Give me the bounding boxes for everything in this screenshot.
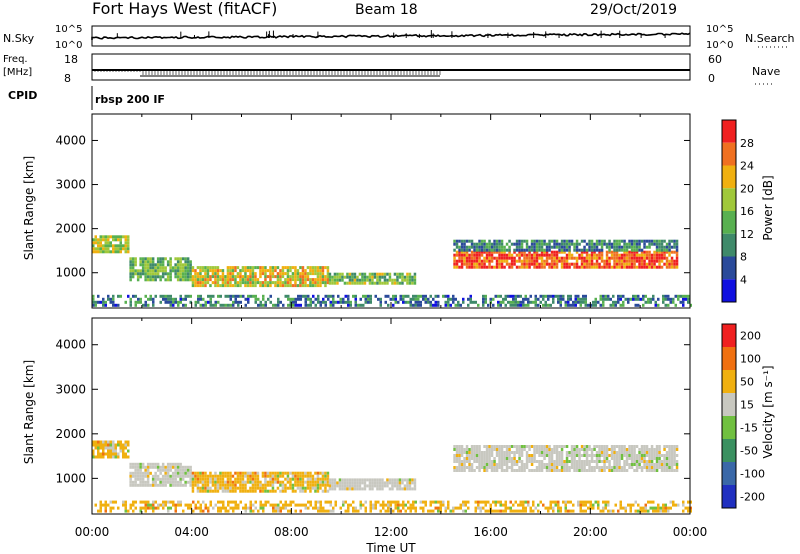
colorbar-swatch (722, 393, 736, 416)
colorbar-tick-label: 8 (740, 251, 747, 264)
colorbar-swatch (722, 211, 736, 234)
echo-region-5 (94, 500, 692, 513)
x-tick-label: 04:00 (174, 525, 209, 539)
colorbar-swatch (722, 256, 736, 280)
echo-region-1 (129, 462, 192, 487)
echo-region-4 (453, 250, 679, 269)
colorbar-tick-label: 4 (740, 273, 747, 286)
power-panel: 1000 2000 3000 4000 (55, 113, 692, 309)
colorbar-tick-label: 12 (740, 228, 754, 241)
colorbar-swatch (722, 416, 736, 439)
x-tick-label: 08:00 (274, 525, 309, 539)
freq-trace (91, 69, 690, 77)
echo-region-1 (129, 257, 192, 282)
colorbar-swatch (722, 279, 736, 302)
colorbar-swatch (722, 120, 736, 143)
colorbar-swatch (722, 165, 736, 189)
noise-tick-right-bottom: 10^0 (706, 40, 733, 51)
echo-region-5 (453, 239, 679, 252)
y-tick-label: 4000 (55, 133, 86, 147)
power-colorbar: 4 8 12 16 20 24 28 (721, 119, 754, 303)
beam-title: Beam 18 (355, 2, 418, 18)
cpid-value: rbsp 200 IF (95, 93, 165, 106)
y-tick-label: 3000 (55, 382, 86, 396)
colorbar-swatch (722, 370, 736, 393)
echo-region-3 (328, 272, 417, 285)
velocity-colorbar: 200 100 50 15 -15 -50 -100 -200 (721, 323, 765, 509)
noise-tick-right-top: 10^5 (706, 24, 733, 35)
colorbar-swatch (722, 188, 736, 211)
colorbar-tick-label: 15 (740, 399, 754, 412)
echo-region-0 (92, 440, 130, 459)
velocity-cbar-label: Velocity [m s⁻¹] (761, 365, 775, 458)
colorbar-tick-label: -50 (740, 445, 758, 458)
colorbar-tick-label: -15 (740, 422, 758, 435)
colorbar-swatch (722, 142, 736, 166)
colorbar-swatch (722, 347, 736, 370)
velocity-panel: 1000 2000 3000 4000 (55, 317, 692, 515)
colorbar-frame (721, 323, 737, 509)
y-tick-label: 2000 (55, 222, 86, 236)
echo-region-4 (453, 445, 679, 472)
time-axis: 00:00 04:00 08:00 12:00 16:00 20:00 00:00 (75, 525, 708, 539)
nave-tick-bottom: 0 (708, 72, 715, 85)
x-tick-label: 16:00 (473, 525, 508, 539)
colorbar-tick-label: -100 (740, 468, 765, 481)
y-tick-label: 1000 (55, 266, 86, 280)
nsky-label: N.Sky (3, 32, 35, 45)
colorbar-frame (721, 119, 737, 303)
colorbar-tick-label: -200 (740, 491, 765, 504)
power-cbar-label: Power [dB] (761, 175, 775, 240)
date-title: 29/Oct/2019 (590, 2, 677, 18)
noise-tick-left-bottom: 10^0 (55, 40, 82, 51)
colorbar-tick-label: 200 (740, 330, 761, 343)
freq-label-1: Freq. (3, 54, 28, 65)
colorbar-swatch (722, 462, 736, 485)
echo-region-2 (191, 266, 330, 288)
nsearch-label: N.Search (745, 32, 795, 45)
echo-region-3 (328, 478, 417, 491)
colorbar-tick-label: 24 (740, 160, 754, 173)
colorbar-tick-label: 50 (740, 376, 754, 389)
power-ylabel: Slant Range [km] (22, 156, 36, 260)
y-tick-label: 4000 (55, 338, 86, 352)
time-xlabel: Time UT (365, 541, 416, 554)
x-tick-label: 20:00 (573, 525, 608, 539)
echo-region-6 (92, 294, 692, 307)
colorbar-tick-label: 28 (740, 137, 754, 150)
nave-label: Nave (752, 65, 780, 78)
x-tick-label: 12:00 (374, 525, 409, 539)
colorbar-tick-label: 16 (740, 205, 754, 218)
colorbar-swatch (722, 439, 736, 462)
colorbar-swatch (722, 233, 736, 257)
cpid-label: CPID (8, 89, 37, 102)
echo-region-0 (92, 235, 130, 254)
nave-tick-top: 60 (708, 53, 722, 66)
colorbar-tick-label: 100 (740, 353, 761, 366)
freq-label-2: [MHz] (3, 67, 32, 78)
y-tick-label: 2000 (55, 427, 86, 441)
freq-tick-bottom: 8 (64, 72, 71, 85)
x-tick-label: 00:00 (673, 525, 708, 539)
noise-trace (91, 30, 691, 40)
colorbar-tick-label: 20 (740, 182, 754, 195)
noise-sky-line (91, 32, 691, 40)
noise-strip: N.Sky N.Search 10^5 10^0 10^5 10^0 (3, 24, 795, 51)
freq-tick-top: 18 (64, 53, 78, 66)
echo-region-2 (191, 471, 330, 493)
freq-strip: Freq. [MHz] 18 8 60 0 Nave (3, 53, 780, 85)
y-tick-label: 3000 (55, 178, 86, 192)
x-tick-label: 00:00 (75, 525, 110, 539)
station-title: Fort Hays West (fitACF) (92, 0, 277, 18)
colorbar-swatch (722, 324, 736, 347)
noise-tick-left-top: 10^5 (55, 24, 82, 35)
y-tick-label: 1000 (55, 471, 86, 485)
colorbar-swatch (722, 485, 736, 508)
velocity-ylabel: Slant Range [km] (22, 360, 36, 464)
